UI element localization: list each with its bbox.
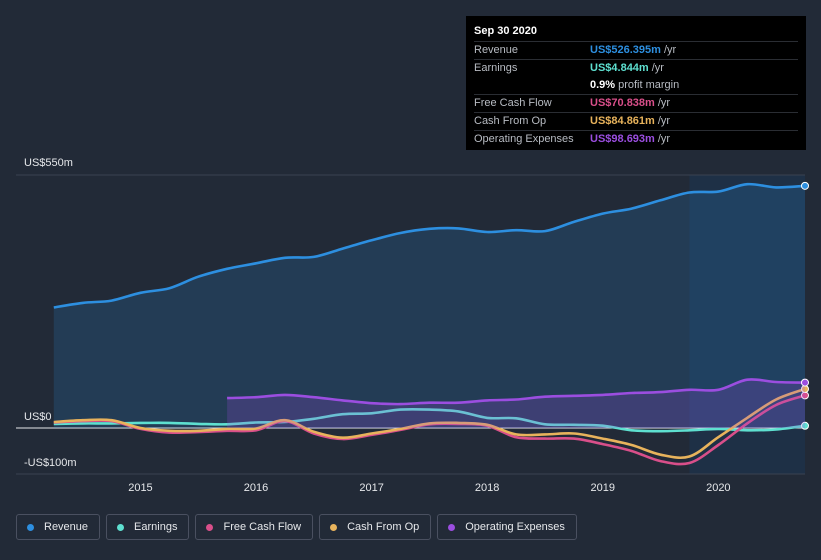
tooltip-row-value: US$526.395m xyxy=(590,44,661,56)
tooltip-row: 0.9% profit margin xyxy=(474,77,798,94)
x-tick-label: 2019 xyxy=(591,482,615,494)
tooltip-row-unit: /yr xyxy=(657,133,671,145)
legend-item-label: Earnings xyxy=(134,521,178,533)
tooltip-row-label: Operating Expenses xyxy=(474,133,574,145)
tooltip-row-label xyxy=(474,77,590,94)
tooltip-row-unit: /yr xyxy=(657,97,671,109)
legend-dot-icon xyxy=(27,523,34,531)
x-tick-label: 2015 xyxy=(128,482,152,494)
legend-item-earnings[interactable]: Earnings xyxy=(106,514,190,540)
tooltip-row-value: US$4.844m xyxy=(590,62,649,74)
tooltip-row-value: 0.9% xyxy=(590,79,616,91)
legend-item-operating-expenses[interactable]: Operating Expenses xyxy=(437,514,577,540)
y-axis-zero-label: US$0 xyxy=(24,411,52,423)
earnings-endpoint-marker xyxy=(801,421,809,430)
revenue-endpoint-marker xyxy=(801,181,809,190)
legend-item-revenue[interactable]: Revenue xyxy=(16,514,101,540)
tooltip-row-value: US$84.861m xyxy=(590,115,655,127)
data-tooltip: Sep 30 2020 Revenue US$526.395m/yr Earning… xyxy=(466,16,806,150)
legend-item-cash-from-op[interactable]: Cash From Op xyxy=(319,514,432,540)
tooltip-row-label: Free Cash Flow xyxy=(474,97,552,109)
legend-item-label: Operating Expenses xyxy=(465,521,565,533)
legend-dot-icon xyxy=(117,523,125,531)
tooltip-row: Free Cash Flow US$70.838m/yr xyxy=(474,94,798,112)
legend-item-label: Cash From Op xyxy=(347,521,420,533)
y-axis-top-label: US$550m xyxy=(24,157,73,169)
legend-item-label: Free Cash Flow xyxy=(223,521,302,533)
tooltip-row: Earnings US$4.844m/yr xyxy=(474,59,798,77)
tooltip-row: Revenue US$526.395m/yr xyxy=(474,41,798,59)
legend-dot-icon xyxy=(330,523,338,531)
tooltip-rows: Revenue US$526.395m/yr Earnings US$4.844m/y… xyxy=(474,41,798,148)
tooltip-row-unit: /yr xyxy=(651,62,664,74)
tooltip-row-unit: profit margin xyxy=(618,79,680,91)
x-tick-label: 2020 xyxy=(706,482,730,494)
tooltip-row-unit: /yr xyxy=(663,44,677,56)
legend-item-label: Revenue xyxy=(44,521,89,533)
legend-item-free-cash-flow[interactable]: Free Cash Flow xyxy=(195,514,314,540)
chart-legend: Revenue Earnings Free Cash Flow Cash From O… xyxy=(16,514,583,540)
x-tick-label: 2016 xyxy=(244,482,268,494)
tooltip-row-unit: /yr xyxy=(657,115,671,127)
tooltip-row-label: Earnings xyxy=(474,62,518,74)
x-tick-label: 2017 xyxy=(359,482,383,494)
series-layer xyxy=(53,181,809,466)
y-axis-bottom-label: -US$100m xyxy=(24,457,77,469)
revenue-area xyxy=(53,184,806,428)
legend-dot-icon xyxy=(448,523,456,531)
financial-chart: 2015 2016 2017 2018 2019 2020 US$550m US$0 -U… xyxy=(16,157,809,494)
tooltip-row-value: US$70.838m xyxy=(590,97,655,109)
earnings-line xyxy=(53,407,806,433)
cash-from-op-line xyxy=(53,387,806,460)
tooltip-row-label: Revenue xyxy=(474,44,519,56)
operating-expenses-line xyxy=(227,378,806,406)
x-tick-label: 2018 xyxy=(475,482,499,494)
operating-expenses-endpoint-marker xyxy=(801,378,809,387)
tooltip-row-label: Cash From Op xyxy=(474,115,547,127)
legend-dot-icon xyxy=(206,523,214,531)
tooltip-row: Operating Expenses US$98.693m/yr xyxy=(474,130,798,148)
revenue-line xyxy=(53,182,806,309)
tooltip-row-value: US$98.693m xyxy=(590,133,655,145)
operating-expenses-area xyxy=(227,379,806,428)
tooltip-row: Cash From Op US$84.861m/yr xyxy=(474,112,798,130)
tooltip-date: Sep 30 2020 xyxy=(474,25,537,37)
x-axis-ticks: 2015 2016 2017 2018 2019 2020 xyxy=(128,482,730,494)
